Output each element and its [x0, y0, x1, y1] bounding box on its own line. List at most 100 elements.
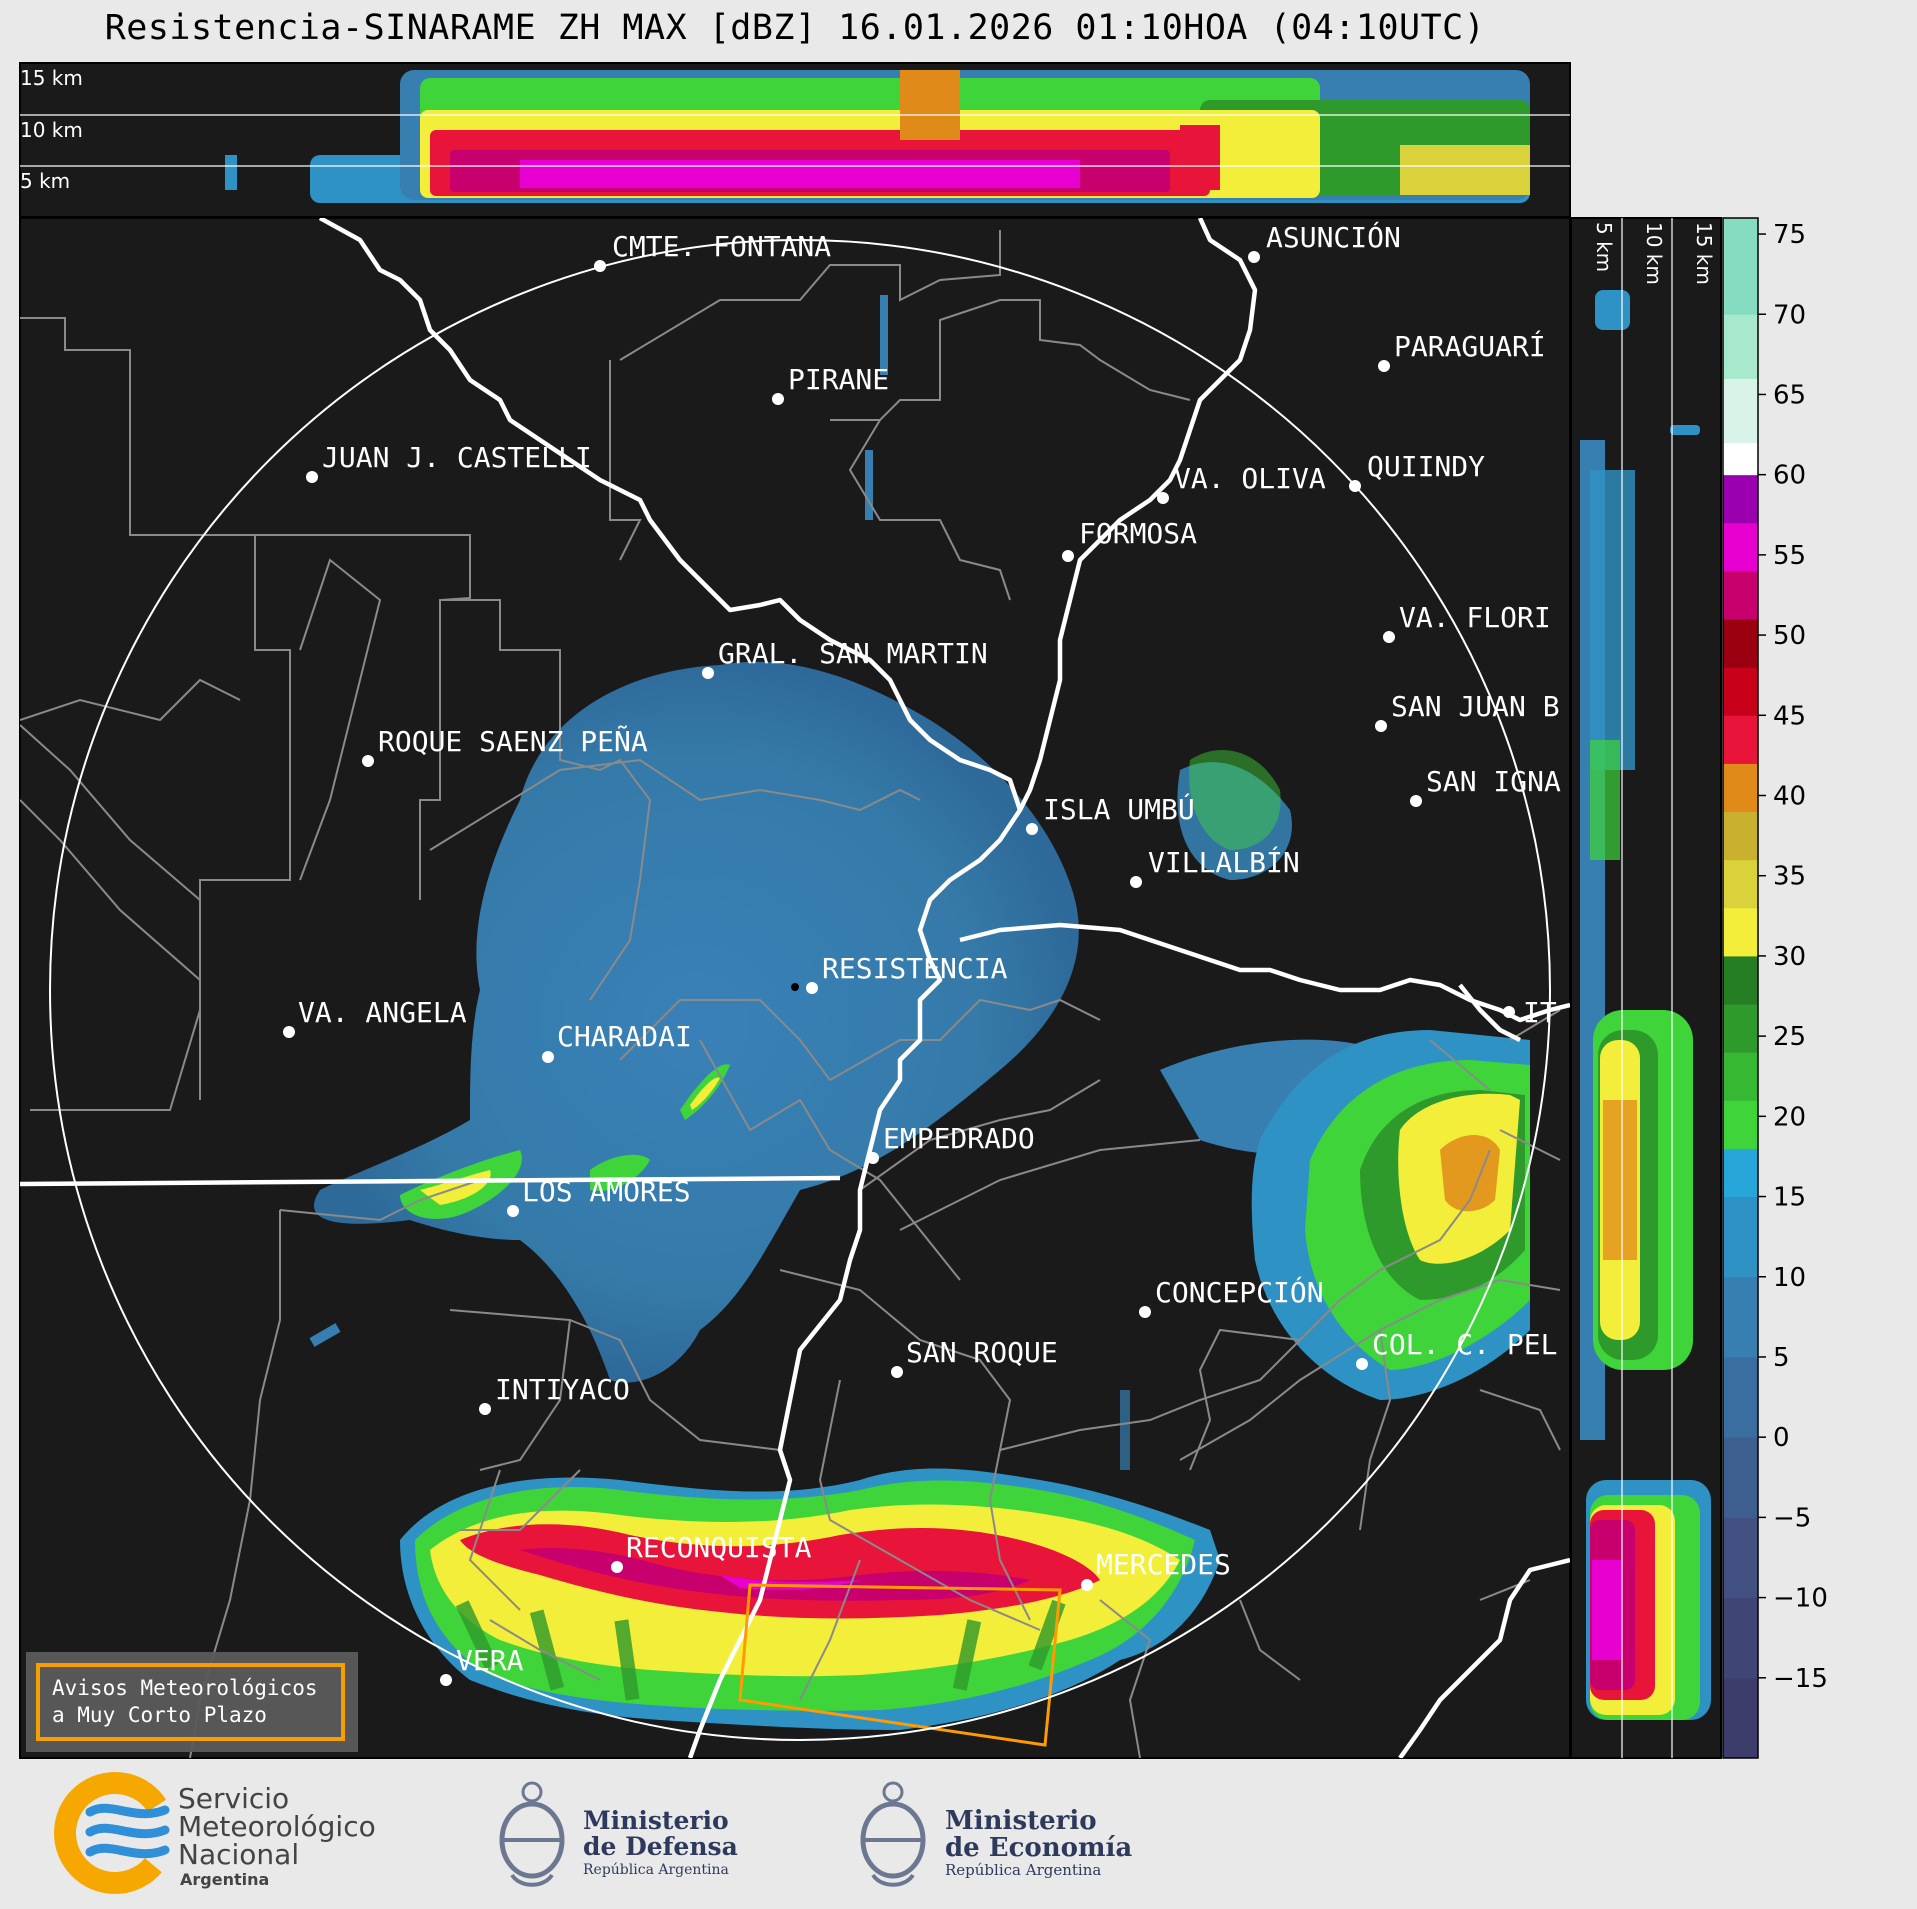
city-dot [1081, 1579, 1093, 1591]
colorbar-tick-label: −15 [1773, 1664, 1828, 1694]
ministerio-defensa-logo: Ministerio de Defensa República Argentin… [502, 1783, 738, 1885]
city-dot [772, 393, 784, 405]
ministerio-economia-logo: Ministerio de Economía República Argenti… [863, 1783, 1132, 1885]
smn-emblem-icon [45, 1763, 186, 1904]
city-label: EMPEDRADO [883, 1122, 1035, 1155]
side-cross-section-panel: 5 km 10 km 15 km [1571, 218, 1721, 1758]
defensa-line1: Ministerio [583, 1806, 729, 1835]
city-label: RESISTENCIA [822, 952, 1008, 985]
economia-line3: República Argentina [945, 1861, 1101, 1879]
city-label: VA. OLIVA [1174, 462, 1326, 495]
city-label: CHARADAI [557, 1020, 692, 1053]
city-dot [891, 1366, 903, 1378]
city-label: RECONQUISTA [626, 1531, 812, 1564]
city-dot [1349, 480, 1361, 492]
city-label: PIRANE [788, 363, 889, 396]
economia-line2: de Economía [945, 1833, 1132, 1863]
city-label: QUIINDY [1367, 450, 1485, 483]
city-dot [1157, 492, 1169, 504]
city-label: INTIYACO [495, 1373, 630, 1406]
warning-legend-box[interactable]: Avisos Meteorológicos a Muy Corto Plazo [26, 1652, 358, 1752]
colorbar-band [1723, 956, 1758, 1005]
radar-site-marker [791, 983, 799, 991]
city-dot [1026, 823, 1038, 835]
city-label: ASUNCIÓN [1266, 220, 1401, 254]
top-cross-section-panel: 15 km 10 km 5 km [20, 63, 1570, 217]
city-label: LOS AMORES [522, 1175, 691, 1208]
colorbar-band [1723, 378, 1758, 443]
city-label: GRAL. SAN MARTIN [718, 637, 988, 670]
city-label: VA. FLORI [1399, 601, 1551, 634]
colorbar-band [1723, 1437, 1758, 1518]
colorbar-band [1723, 1100, 1758, 1149]
city-label: ROQUE SAENZ PEÑA [378, 724, 648, 758]
city-label: VILLALBÍN [1148, 845, 1300, 879]
city-label: CONCEPCIÓN [1155, 1275, 1324, 1309]
colorbar-tick-label: 30 [1773, 942, 1806, 972]
radar-map: CMTE. FONTANA ASUNCIÓN PARAGUARÍ PIRANE … [20, 218, 1570, 1758]
colorbar-tick-label: 0 [1773, 1423, 1790, 1453]
colorbar-band [1723, 812, 1758, 861]
city-dot [1378, 360, 1390, 372]
colorbar-band [1723, 908, 1758, 957]
warning-legend-line1: Avisos Meteorológicos [52, 1676, 318, 1700]
city-label: COL. C. PEL [1372, 1328, 1557, 1361]
colorbar-band [1723, 1052, 1758, 1101]
city-label: CMTE. FONTANA [612, 230, 831, 263]
footer-logos: Servicio Meteorológico Nacional Argentin… [45, 1763, 1133, 1904]
dbz-colorbar: 757065605550454035302520151050−5−10−15 [1723, 218, 1828, 1759]
city-dot [542, 1051, 554, 1063]
city-dot [1383, 631, 1395, 643]
colorbar-band [1723, 619, 1758, 668]
top-label-5km: 5 km [20, 169, 70, 193]
colorbar-band [1723, 1004, 1758, 1053]
city-dot [1375, 720, 1387, 732]
city-dot [806, 982, 818, 994]
colorbar-band [1723, 715, 1758, 764]
city-dot [362, 755, 374, 767]
city-dot [1503, 1006, 1515, 1018]
colorbar-band [1723, 1357, 1758, 1438]
colorbar-band [1723, 1277, 1758, 1358]
national-coat-of-arms-icon [863, 1783, 923, 1885]
top-label-15km: 15 km [20, 66, 83, 90]
colorbar-tick-label: 40 [1773, 782, 1806, 812]
colorbar-band [1723, 218, 1758, 315]
colorbar-bands [1723, 218, 1758, 1759]
city-dot [507, 1205, 519, 1217]
colorbar-tick-label: 20 [1773, 1102, 1806, 1132]
city-dot [1410, 795, 1422, 807]
defensa-line3: República Argentina [583, 1862, 729, 1878]
city-dot [867, 1152, 879, 1164]
colorbar-tick-label: 25 [1773, 1022, 1806, 1052]
economia-line1: Ministerio [945, 1806, 1097, 1836]
city-dot [1062, 550, 1074, 562]
city-label: SAN IGNA [1426, 765, 1561, 798]
colorbar-tick-label: 10 [1773, 1263, 1806, 1293]
city-dot [1356, 1358, 1368, 1370]
smn-line4: Argentina [180, 1870, 269, 1889]
colorbar-tick-label: 50 [1773, 621, 1806, 651]
colorbar-tick-label: 45 [1773, 701, 1806, 731]
warning-legend-line2: a Muy Corto Plazo [52, 1703, 267, 1727]
colorbar-tick-label: 75 [1773, 220, 1806, 250]
colorbar-band [1723, 1517, 1758, 1598]
colorbar-band [1723, 571, 1758, 620]
city-label: SAN JUAN B [1391, 690, 1560, 723]
side-label-10km: 10 km [1642, 222, 1666, 285]
colorbar-band [1723, 1598, 1758, 1679]
colorbar-band [1723, 860, 1758, 909]
city-label: MERCEDES [1096, 1548, 1231, 1581]
colorbar-tick-label: 5 [1773, 1343, 1790, 1373]
colorbar-tick-label: 60 [1773, 461, 1806, 491]
city-label: FORMOSA [1079, 517, 1197, 550]
defensa-line2: de Defensa [583, 1832, 738, 1861]
city-dot [283, 1026, 295, 1038]
colorbar-band [1723, 475, 1758, 524]
colorbar-tick-label: 65 [1773, 380, 1806, 410]
city-label: IT [1523, 996, 1557, 1029]
side-label-15km: 15 km [1692, 222, 1716, 285]
colorbar-tick-label: 35 [1773, 862, 1806, 892]
